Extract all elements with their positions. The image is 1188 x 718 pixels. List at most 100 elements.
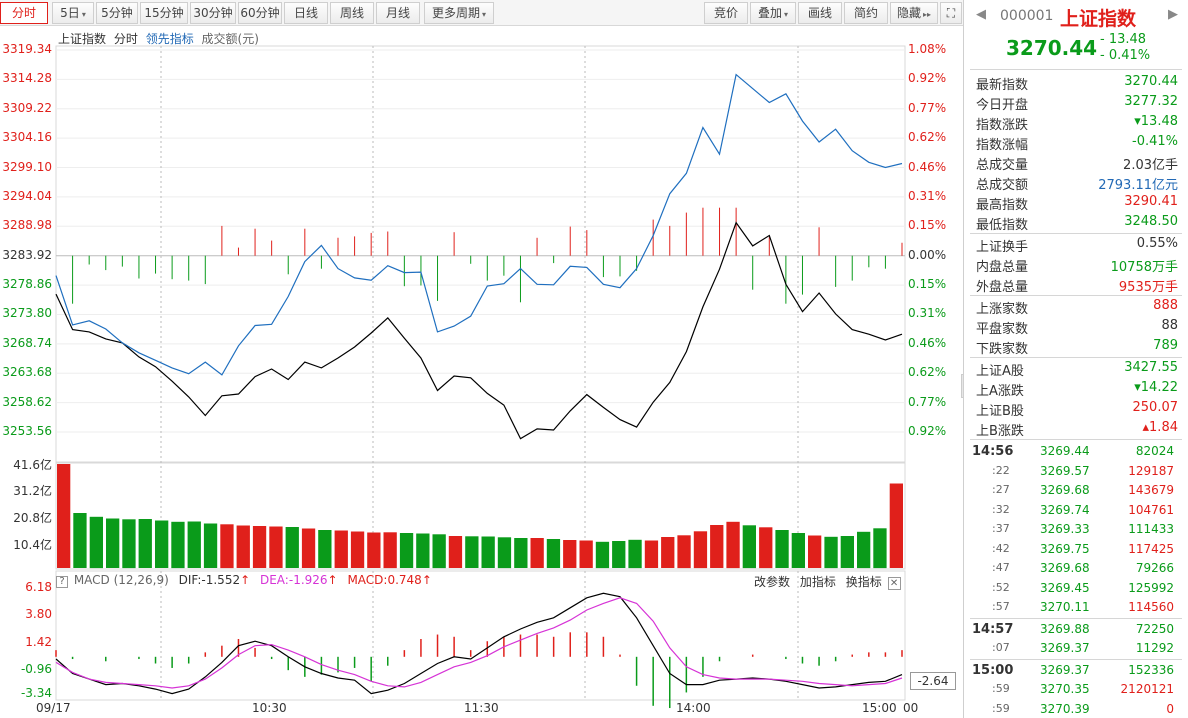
switch-indicator-button[interactable]: 换指标 [845, 575, 882, 589]
tool-button-2[interactable]: 画线 [798, 2, 842, 24]
volume-bar [840, 536, 854, 568]
chart-area[interactable]: 上证指数 分时 领先指标 成交额(元) 3319.34 3314.28 3309.2… [0, 26, 963, 718]
stat-value: 3277.32 [1124, 94, 1178, 109]
tick-price: 3269.37 [1040, 641, 1090, 655]
tool-button-label: 隐藏 [896, 6, 921, 20]
tick-volume: 111433 [1128, 522, 1174, 536]
volume-bar [334, 530, 348, 568]
tick-price: 3269.75 [1040, 541, 1090, 556]
dif-arrow: ↑ [240, 573, 251, 587]
tool-button-1[interactable]: 叠加 ▾ [750, 2, 796, 24]
tool-button-4[interactable]: 隐藏 ▸▸ [890, 2, 938, 24]
divider [970, 357, 1182, 358]
help-icon[interactable]: ? [56, 576, 68, 588]
period-toolbar: 分时 5日 ▾ 5分钟 15分钟 30分钟 60分钟 日线 周线 月线 更多周期 ▾ 竞价 叠加 ▾ 画线 简约… [0, 0, 963, 26]
stat-value: 10758万手 [1110, 260, 1178, 275]
tick-price: 3269.37 [1040, 662, 1090, 677]
stat-value: ▾14.22 [1134, 380, 1178, 395]
volume-bar [775, 530, 789, 568]
stat-label: 上涨家数 [976, 302, 1029, 317]
tick-row: 15:00 3269.37 152336 [964, 660, 1182, 680]
period-tab-4[interactable]: 30分钟 [190, 2, 236, 24]
tool-button-label: 竞价 [713, 6, 738, 20]
tick-time: 15:00 [972, 662, 1014, 678]
stat-row: 总成交量 2.03亿手 [964, 152, 1182, 173]
macd-tick-label: -0.96 [20, 662, 52, 676]
period-tab-label: 日线 [293, 6, 318, 20]
tick-time: :57 [992, 600, 1010, 613]
macd-tick-label: 1.42 [25, 635, 52, 649]
price-tick-label: 3263.68 [2, 365, 52, 380]
next-arrow-icon[interactable]: ▶ [1168, 7, 1178, 22]
period-tab-1[interactable]: 5日 ▾ [52, 2, 94, 24]
tick-row: :59 3270.35 2120121 [964, 679, 1182, 699]
period-tab-8[interactable]: 月线 [376, 2, 420, 24]
volume-bar [889, 483, 903, 568]
pct-tick-label: 0.62% [908, 365, 947, 380]
macd-line-0 [55, 592, 903, 695]
time-tick-label: 14:00 [676, 701, 711, 715]
stat-label: 指数涨跌 [976, 118, 1029, 133]
volume-bar [530, 538, 544, 568]
dea-value: -1.926 [288, 573, 328, 587]
macd-tick-label: 3.80 [25, 607, 52, 621]
pct-tick-label: 0.46% [908, 335, 947, 350]
tick-row: :32 3269.74 104761 [964, 500, 1182, 520]
tool-button-0[interactable]: 竞价 [704, 2, 748, 24]
last-price: 3270.44 [1006, 36, 1098, 60]
stat-label: 下跌家数 [976, 342, 1029, 357]
period-tab-label: 5日 [60, 6, 80, 20]
volume-bar [448, 536, 463, 568]
price-tick-label: 3258.62 [2, 394, 52, 409]
tick-time: :07 [992, 641, 1010, 654]
close-icon[interactable]: ✕ [887, 577, 901, 590]
tick-time: :27 [992, 483, 1010, 496]
volume-bar [628, 539, 642, 569]
volume-bar [367, 532, 381, 568]
volume-bar [301, 528, 316, 568]
volume-tick-label: 10.4亿 [13, 538, 52, 552]
period-tab-7[interactable]: 周线 [330, 2, 374, 24]
stat-value: 3248.50 [1124, 214, 1178, 229]
pct-tick-label: 1.08% [908, 42, 947, 56]
tick-time: :47 [992, 561, 1010, 574]
tick-price: 3269.88 [1040, 621, 1090, 636]
legend-index-name: 上证指数 [58, 32, 107, 46]
period-tab-6[interactable]: 日线 [284, 2, 328, 24]
stat-label: 总成交额 [976, 178, 1029, 193]
volume-bar [155, 520, 169, 568]
chevron-down-icon: ▾ [81, 10, 86, 19]
change-params-button[interactable]: 改参数 [754, 575, 791, 589]
pct-tick-label: 0.00% [908, 247, 947, 262]
pct-tick-label: 0.62% [908, 130, 947, 145]
tool-button-3[interactable]: 简约 [844, 2, 888, 24]
time-tick-label: 10:30 [252, 701, 287, 715]
tick-volume: 129187 [1128, 463, 1174, 478]
tick-time: :59 [992, 682, 1010, 695]
volume-bar [693, 531, 708, 569]
volume-bar [57, 464, 71, 568]
stat-row: 今日开盘 3277.32 [964, 92, 1182, 113]
tick-volume: 152336 [1128, 662, 1174, 677]
tick-volume: 82024 [1135, 444, 1174, 458]
period-tab-9[interactable]: 更多周期 ▾ [424, 2, 494, 24]
period-tab-2[interactable]: 5分钟 [96, 2, 138, 24]
volume-bar [857, 531, 871, 569]
volume-bar [791, 533, 805, 568]
stat-row: 上证A股 3427.55 [964, 358, 1182, 379]
price-tick-label: 3319.34 [2, 42, 52, 56]
tick-row: :42 3269.75 117425 [964, 539, 1182, 559]
prev-arrow-icon[interactable]: ◀ [976, 7, 986, 22]
divider [970, 439, 1182, 440]
expand-icon[interactable]: ⛶ [940, 2, 962, 24]
dif-label: DIF: [178, 573, 202, 587]
chart-canvas[interactable] [0, 26, 963, 718]
pct-tick-label: 0.31% [908, 306, 947, 321]
tick-row: :07 3269.37 11292 [964, 638, 1182, 658]
period-tab-3[interactable]: 15分钟 [140, 2, 188, 24]
period-tab-5[interactable]: 60分钟 [238, 2, 282, 24]
add-indicator-button[interactable]: 加指标 [799, 575, 836, 589]
period-tab-0[interactable]: 分时 [0, 2, 48, 24]
volume-bar [612, 541, 626, 568]
volume-bar [236, 525, 250, 568]
